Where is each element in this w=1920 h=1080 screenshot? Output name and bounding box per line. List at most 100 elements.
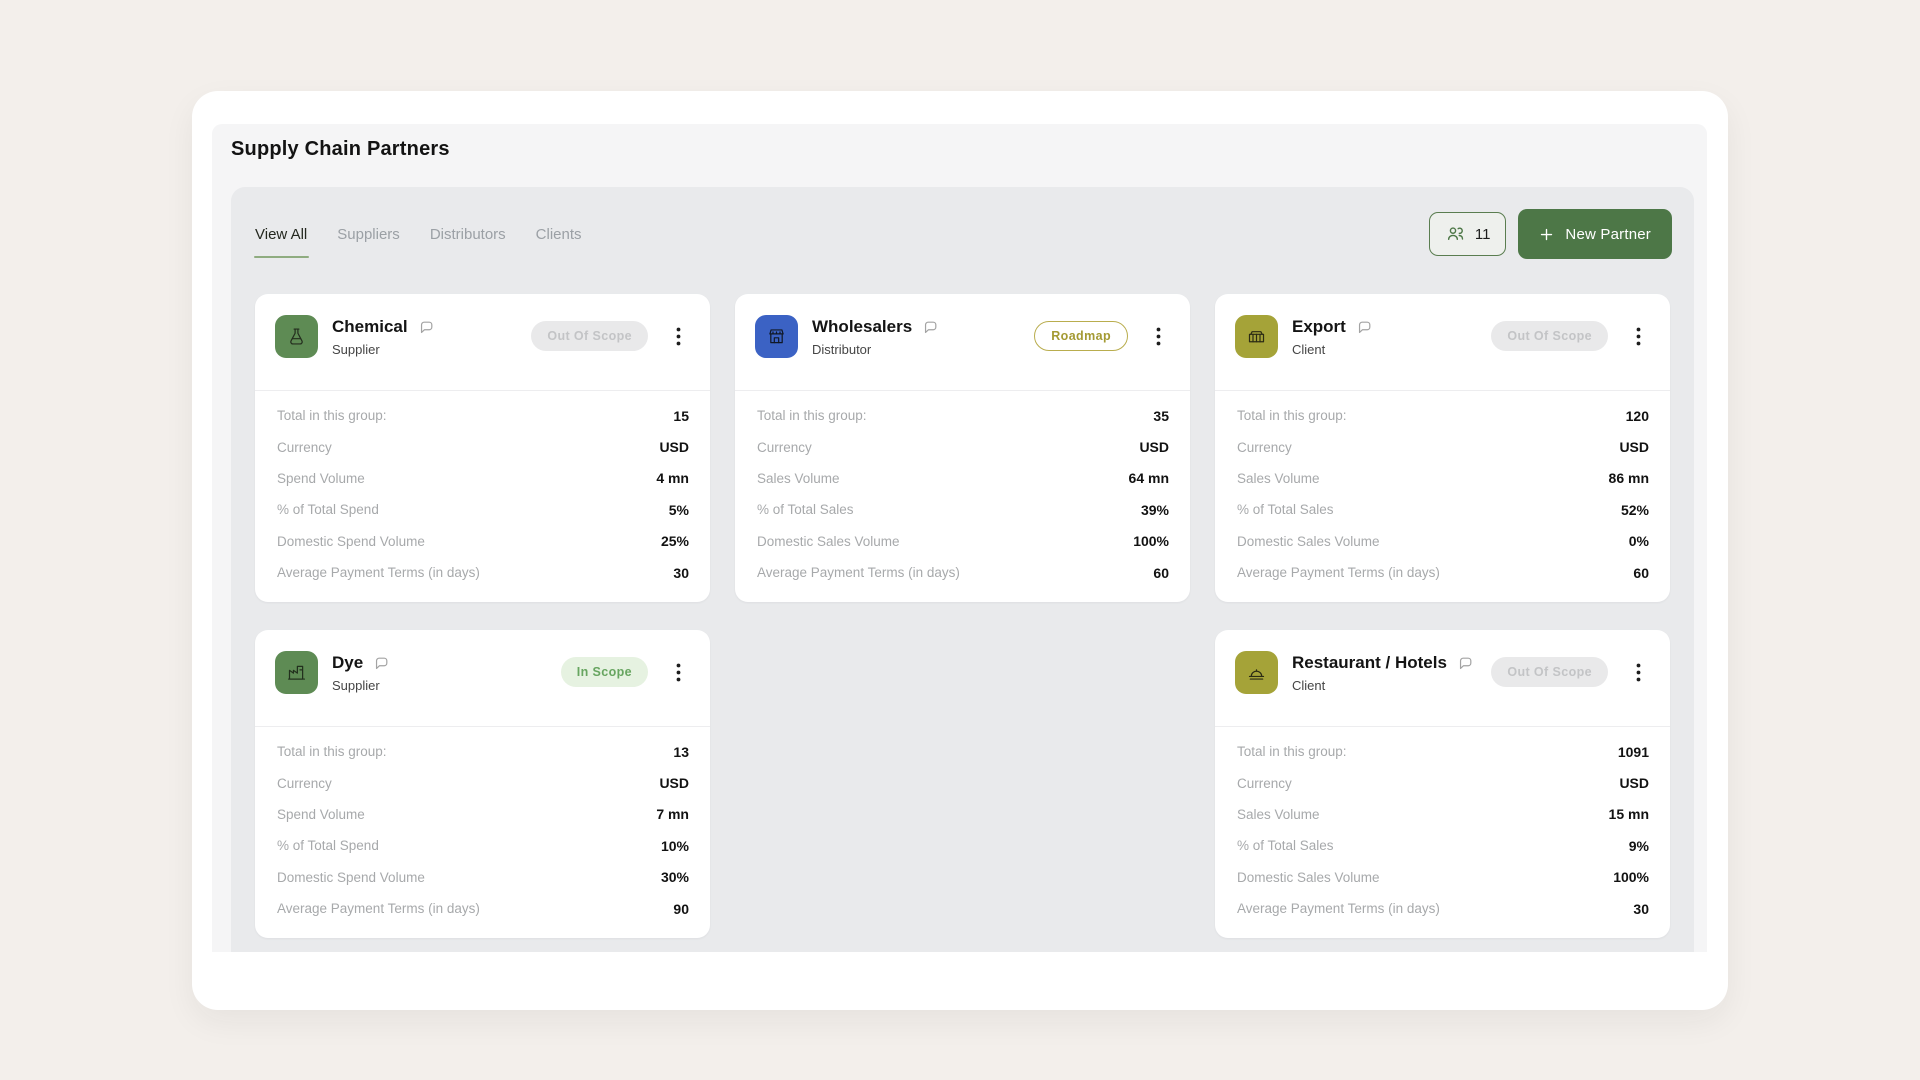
card-header: Chemical Supplier Out Of Scope (255, 294, 710, 390)
stat-label: Average Payment Terms (in days) (277, 901, 480, 917)
partner-icon-box (1235, 651, 1278, 694)
partner-name: Restaurant / Hotels (1292, 653, 1447, 672)
stat-label: Total in this group: (1237, 744, 1347, 760)
chemical-flask-icon (286, 326, 307, 347)
stat-row: % of Total Sales 39% (757, 494, 1169, 525)
stat-label: % of Total Sales (757, 502, 854, 518)
stat-row: Spend Volume 4 mn (277, 463, 689, 494)
stat-row: Domestic Spend Volume 25% (277, 526, 689, 557)
stat-label: Spend Volume (277, 806, 365, 822)
restaurant-icon (1246, 662, 1267, 683)
cargo-container-icon (1246, 326, 1267, 347)
card-header: Dye Supplier In Scope (255, 630, 710, 726)
stat-value: 4 mn (656, 470, 689, 487)
tab-suppliers[interactable]: Suppliers (337, 225, 400, 243)
stat-row: Total in this group: 13 (277, 736, 689, 767)
stat-row: Domestic Sales Volume 100% (757, 526, 1169, 557)
stat-value: 100% (1613, 869, 1649, 886)
page-title: Supply Chain Partners (231, 138, 450, 160)
partner-icon-box (1235, 315, 1278, 358)
stat-label: Average Payment Terms (in days) (277, 565, 480, 581)
stat-row: Average Payment Terms (in days) 90 (277, 893, 689, 924)
stat-value: 10% (660, 837, 689, 854)
stat-row: Currency USD (277, 431, 689, 462)
comment-icon[interactable] (1457, 655, 1474, 672)
partner-card: Wholesalers Distributor Roadmap (735, 294, 1190, 602)
partner-type: Supplier (332, 342, 380, 357)
partner-count: 11 (1474, 225, 1491, 243)
stat-value: 64 mn (1128, 470, 1169, 487)
stat-label: Domestic Spend Volume (277, 533, 425, 549)
stat-label: Sales Volume (1237, 806, 1320, 822)
stat-row: Average Payment Terms (in days) 60 (757, 557, 1169, 588)
stat-label: Total in this group: (277, 408, 387, 424)
stat-row: Average Payment Terms (in days) 60 (1237, 557, 1649, 588)
stat-label: Domestic Sales Volume (1237, 869, 1380, 885)
kebab-menu-button[interactable] (1151, 324, 1166, 349)
status-badge: Out Of Scope (1491, 657, 1608, 687)
new-partner-button[interactable]: New Partner (1518, 209, 1672, 259)
partner-count-chip[interactable]: 11 (1428, 212, 1507, 256)
partner-card: Restaurant / Hotels Client Out Of Scope (1215, 630, 1670, 938)
stat-label: Currency (1237, 775, 1292, 791)
stat-row: % of Total Spend 10% (277, 830, 689, 861)
factory-icon (286, 662, 307, 683)
partner-name: Wholesalers (812, 317, 913, 336)
kebab-menu-button[interactable] (671, 660, 686, 685)
kebab-menu-button[interactable] (1631, 324, 1646, 349)
stat-label: Currency (1237, 439, 1292, 455)
stat-value: 25% (660, 533, 689, 550)
stat-value: 1091 (1617, 743, 1649, 760)
stats-list: Total in this group: 35 Currency USD Sales V… (735, 390, 1190, 588)
stat-value: 60 (1153, 564, 1169, 581)
partner-icon-box (275, 315, 318, 358)
kebab-menu-button[interactable] (671, 324, 686, 349)
comment-icon[interactable] (418, 319, 435, 336)
stat-label: Sales Volume (757, 470, 840, 486)
stat-label: Sales Volume (1237, 470, 1320, 486)
stat-value: 90 (673, 900, 689, 917)
stat-label: Average Payment Terms (in days) (757, 565, 960, 581)
tab-clients[interactable]: Clients (535, 225, 582, 243)
storefront-icon (766, 326, 787, 347)
stat-label: Currency (757, 439, 812, 455)
stat-label: % of Total Spend (277, 502, 379, 518)
stat-row: Average Payment Terms (in days) 30 (277, 557, 689, 588)
partner-card: Dye Supplier In Scope Total i (255, 630, 710, 938)
stat-label: Total in this group: (277, 744, 387, 760)
stat-label: % of Total Sales (1237, 502, 1334, 518)
stat-label: % of Total Sales (1237, 838, 1334, 854)
status-badge: Out Of Scope (1491, 321, 1608, 351)
cards-grid: Chemical Supplier Out Of Scope (255, 294, 1670, 938)
stat-value: 60 (1633, 564, 1649, 581)
stat-row: Spend Volume 7 mn (277, 799, 689, 830)
stat-row: % of Total Sales 9% (1237, 830, 1649, 861)
comment-icon[interactable] (1356, 319, 1373, 336)
stat-row: Total in this group: 120 (1237, 400, 1649, 431)
stat-row: % of Total Sales 52% (1237, 494, 1649, 525)
stat-label: Average Payment Terms (in days) (1237, 565, 1440, 581)
stat-value: 86 mn (1608, 470, 1649, 487)
stat-row: Total in this group: 15 (277, 400, 689, 431)
status-badge: Roadmap (1034, 321, 1128, 351)
tab-distributors[interactable]: Distributors (429, 225, 506, 243)
stat-row: Currency USD (1237, 431, 1649, 462)
stat-value: 15 mn (1608, 806, 1649, 823)
stat-value: 39% (1140, 501, 1169, 518)
stat-row: Sales Volume 86 mn (1237, 463, 1649, 494)
stat-row: Sales Volume 15 mn (1237, 799, 1649, 830)
stat-value: 7 mn (656, 806, 689, 823)
stats-list: Total in this group: 15 Currency USD Spend V… (255, 390, 710, 588)
status-badge: In Scope (560, 657, 648, 687)
tab-view-all[interactable]: View All (253, 225, 310, 258)
comment-icon[interactable] (922, 319, 939, 336)
partners-panel: View All Suppliers Distributors Clients 11 (231, 187, 1694, 952)
stat-value: 30 (1633, 900, 1649, 917)
stat-row: % of Total Spend 5% (277, 494, 689, 525)
comment-icon[interactable] (373, 655, 390, 672)
stat-value: 100% (1133, 533, 1169, 550)
stats-list: Total in this group: 13 Currency USD Spend V… (255, 726, 710, 924)
stat-label: % of Total Spend (277, 838, 379, 854)
toolbar-actions: 11 New Partner (1428, 209, 1672, 259)
kebab-menu-button[interactable] (1631, 660, 1646, 685)
